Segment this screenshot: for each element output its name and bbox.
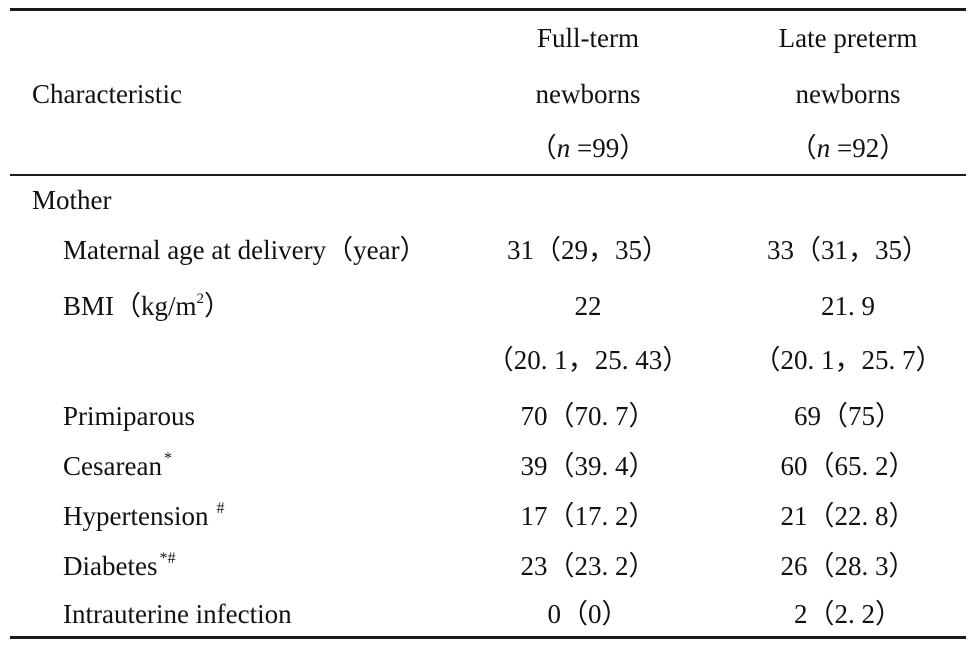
cell-late-preterm-bmi: 21. 9 (821, 291, 875, 321)
hypertension-label-text: Hypertension (63, 501, 209, 531)
cell-full-term-intrauterine-infection: 0（0） (547, 599, 629, 629)
header-full-term-line1: Full-term (537, 23, 639, 53)
top-rule (10, 8, 966, 11)
row-label-bmi: BMI（kg/m2） (63, 290, 231, 327)
header-late-preterm-n: （n =92） (789, 133, 907, 163)
cell-late-preterm-diabetes: 26（28. 3） (780, 551, 916, 581)
bmi-label-superscript: 2 (196, 291, 205, 307)
cell-full-term-diabetes: 23（23. 2） (520, 551, 656, 581)
row-label-cesarean: Cesarean * (63, 450, 172, 487)
diabetes-label-text: Diabetes (63, 551, 158, 581)
row-label-intrauterine-infection: Intrauterine infection (63, 599, 292, 629)
cesarean-footnote-mark: * (163, 450, 172, 467)
diabetes-footnote-mark: *# (159, 550, 176, 567)
cell-late-preterm-intrauterine-infection: 2（2. 2） (794, 599, 902, 629)
row-label-hypertension: Hypertension # (63, 500, 224, 537)
cell-full-term-bmi-range: （20. 1，25. 43） (486, 345, 690, 375)
row-label-diabetes: Diabetes *# (63, 550, 175, 587)
cell-full-term-primiparous: 70（70. 7） (520, 401, 656, 431)
bottom-rule (10, 636, 966, 639)
header-characteristic: Characteristic (32, 79, 182, 109)
row-label-maternal-age: Maternal age at delivery（year） (63, 235, 427, 265)
cell-full-term-hypertension: 17（17. 2） (520, 501, 656, 531)
bmi-label-text: BMI（kg/m (63, 291, 197, 321)
section-label-mother: Mother (32, 185, 112, 215)
hypertension-footnote-mark: # (216, 500, 225, 517)
header-rule (10, 174, 966, 176)
cell-late-preterm-hypertension: 21（22. 8） (780, 501, 916, 531)
cell-full-term-bmi: 22 (574, 291, 602, 321)
cell-full-term-cesarean: 39（39. 4） (520, 451, 656, 481)
cell-late-preterm-maternal-age: 33（31，35） (767, 235, 929, 265)
header-full-term-line2: newborns (535, 79, 641, 109)
cell-late-preterm-cesarean: 60（65. 2） (780, 451, 916, 481)
cesarean-label-text: Cesarean (63, 451, 162, 481)
cell-full-term-maternal-age: 31（29，35） (507, 235, 669, 265)
cell-late-preterm-primiparous: 69（75） (794, 401, 902, 431)
bmi-label-tail: ） (204, 291, 232, 321)
header-late-preterm-line1: Late preterm (778, 23, 918, 53)
row-label-primiparous: Primiparous (63, 401, 195, 431)
header-late-preterm-line2: newborns (795, 79, 901, 109)
cell-late-preterm-bmi-range: （20. 1，25. 7） (753, 345, 943, 375)
header-full-term-n: （n =99） (529, 133, 647, 163)
